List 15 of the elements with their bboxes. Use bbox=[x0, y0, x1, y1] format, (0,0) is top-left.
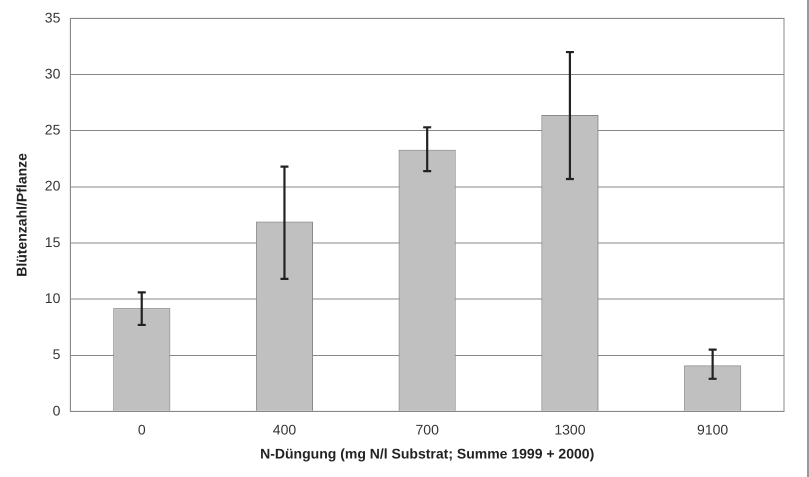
x-axis-title: N-Düngung (mg N/l Substrat; Summe 1999 + 2000) bbox=[260, 445, 594, 462]
y-tick-label: 5 bbox=[52, 346, 61, 362]
x-tick-label: 0 bbox=[138, 422, 146, 438]
y-tick-label: 10 bbox=[44, 290, 61, 306]
y-tick-label: 15 bbox=[44, 234, 61, 250]
y-axis-title: Blütenzahl/Pflanze bbox=[13, 152, 30, 277]
x-tick-label: 400 bbox=[272, 422, 296, 438]
y-tick-label: 25 bbox=[44, 122, 61, 138]
x-tick-label: 1300 bbox=[554, 422, 586, 438]
y-tick-label: 30 bbox=[44, 65, 61, 82]
x-tick-label: 700 bbox=[416, 422, 440, 438]
y-tick-label: 0 bbox=[52, 402, 61, 418]
y-tick-label: 20 bbox=[44, 178, 61, 194]
y-tick-label: 35 bbox=[44, 9, 61, 26]
x-tick-label: 9100 bbox=[697, 422, 728, 438]
